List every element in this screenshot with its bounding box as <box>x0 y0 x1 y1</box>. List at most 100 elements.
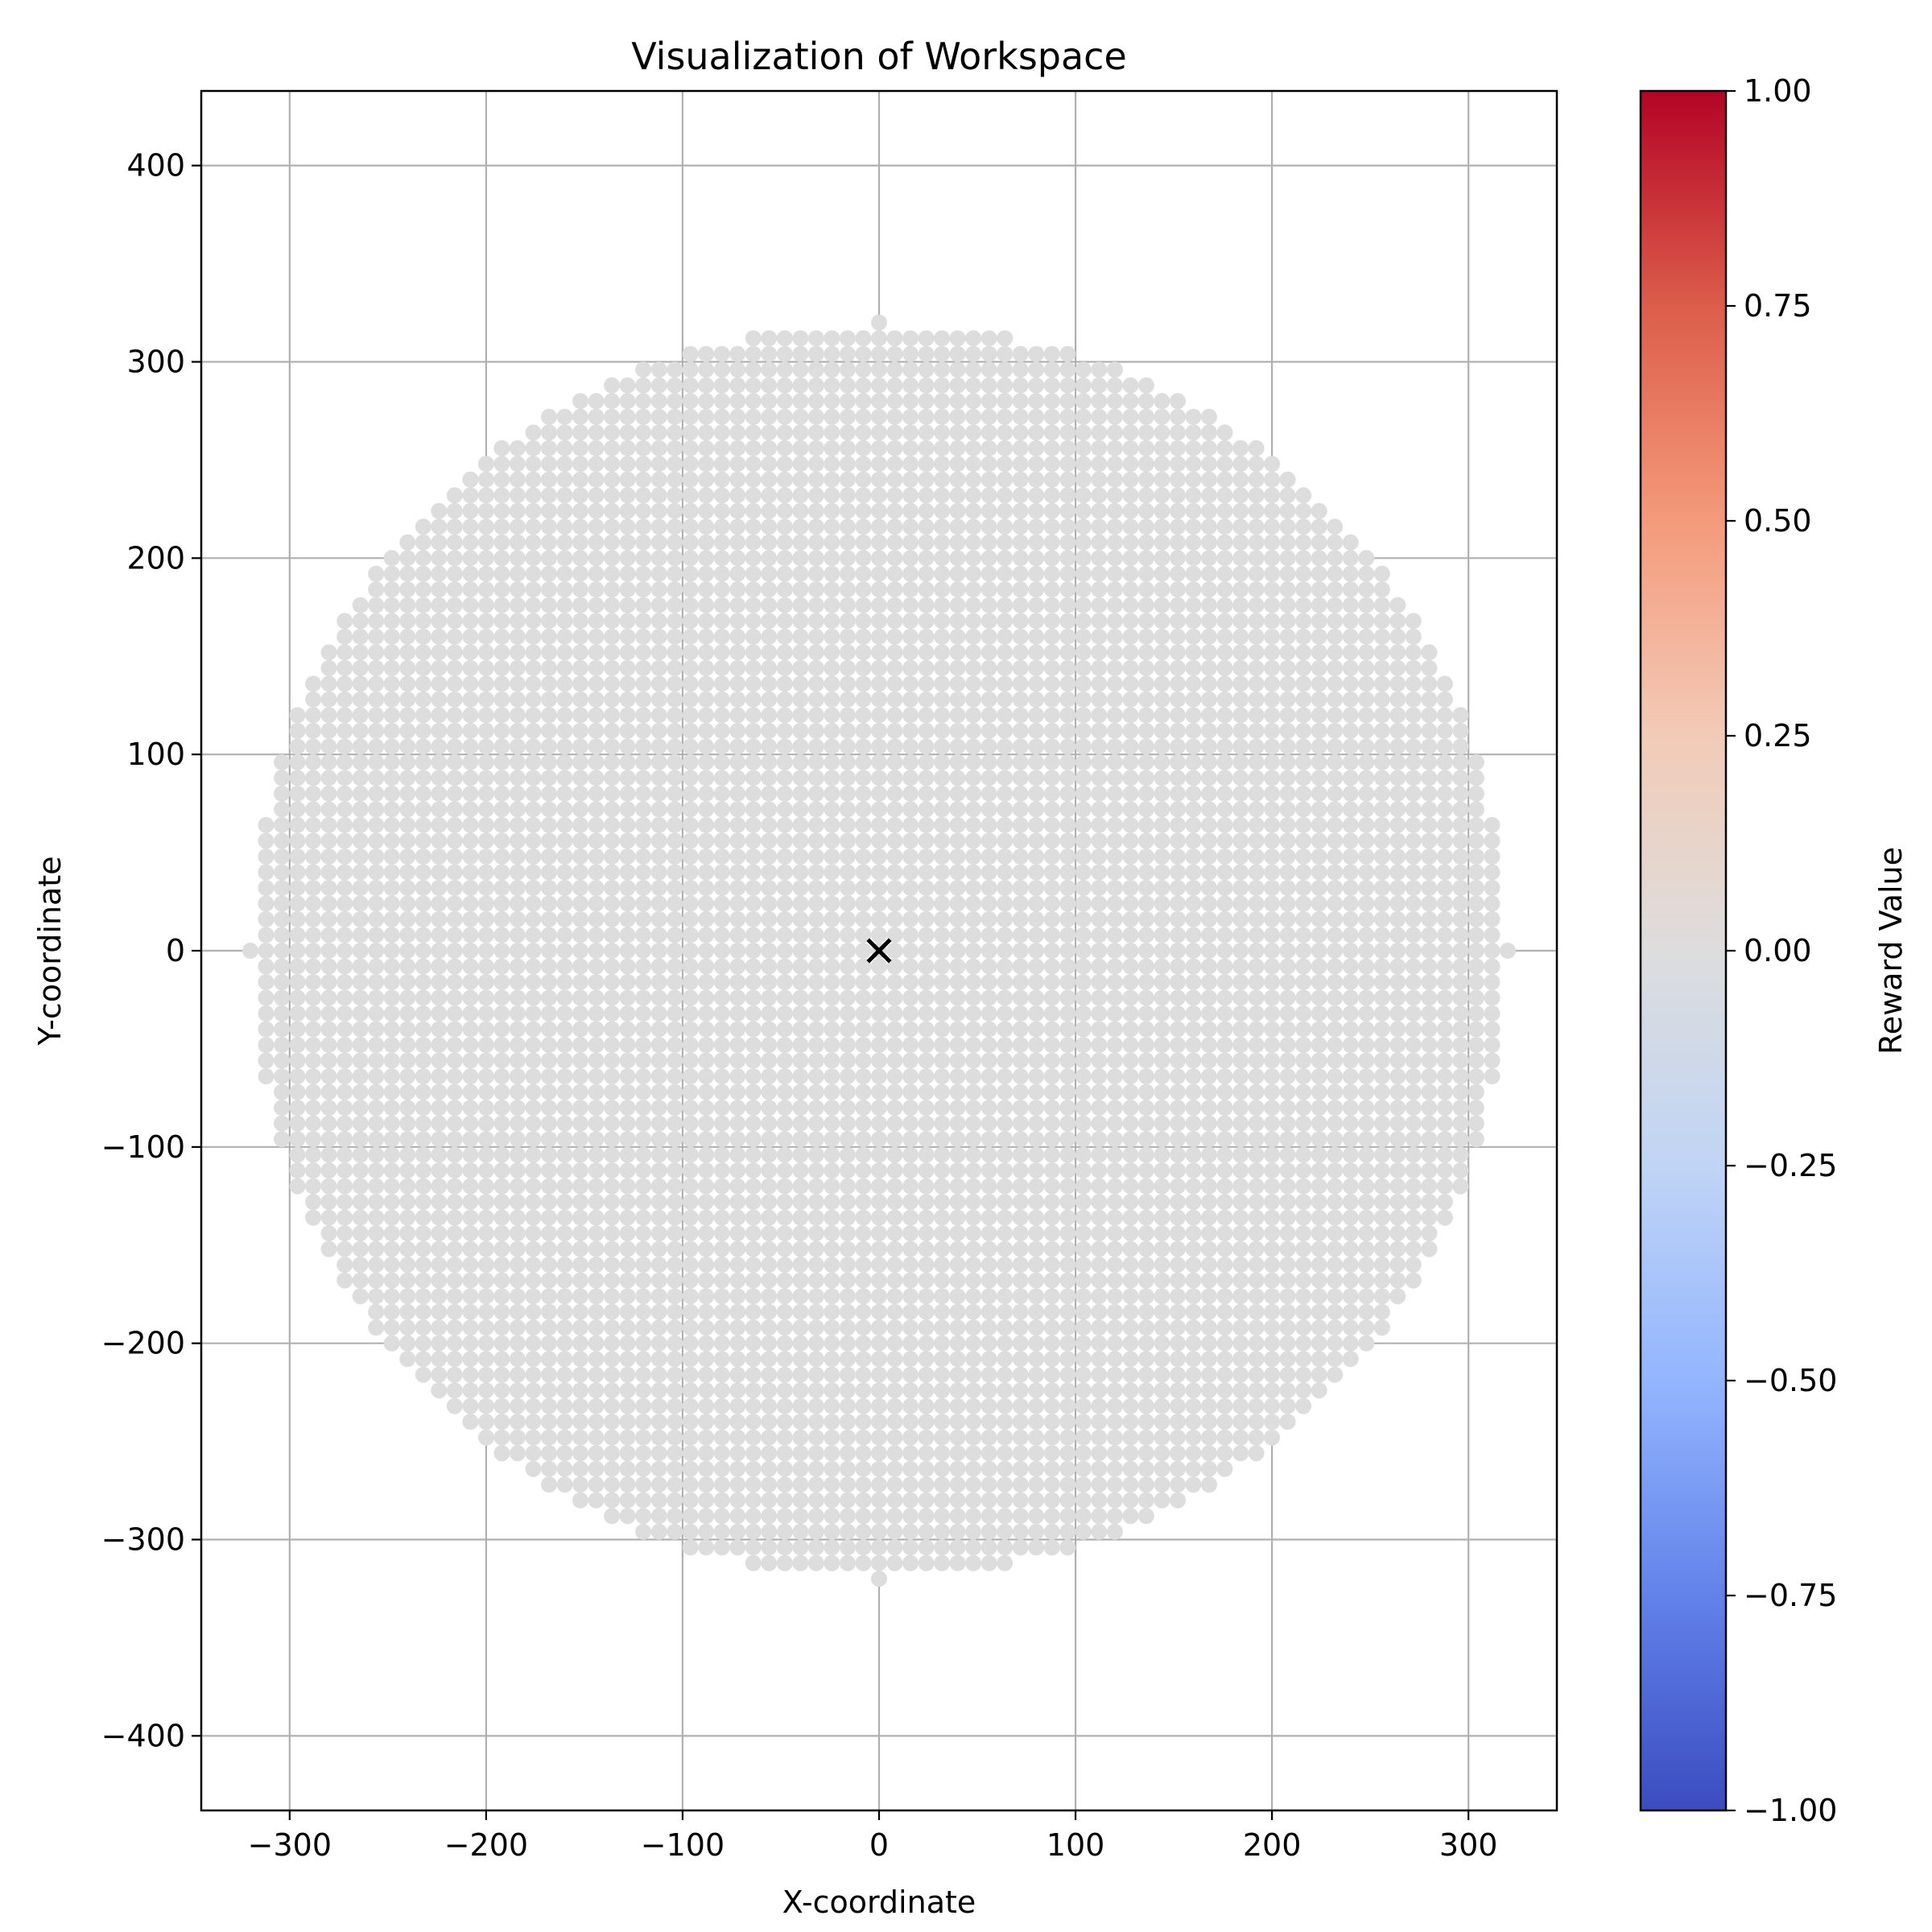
workspace-point <box>824 1539 840 1556</box>
workspace-point <box>807 1288 824 1305</box>
workspace-point <box>1264 816 1281 833</box>
workspace-point <box>320 989 337 1006</box>
workspace-point <box>383 1162 400 1179</box>
workspace-point <box>745 1272 762 1289</box>
workspace-point <box>855 456 872 473</box>
workspace-point <box>1091 424 1108 441</box>
workspace-point <box>650 911 667 927</box>
workspace-point <box>446 1162 463 1179</box>
workspace-point <box>1201 989 1217 1006</box>
workspace-point <box>588 440 605 456</box>
workspace-point <box>541 1335 557 1352</box>
workspace-point <box>1279 487 1296 504</box>
workspace-point <box>383 927 400 943</box>
workspace-point <box>918 738 935 755</box>
workspace-point <box>1170 1052 1186 1069</box>
workspace-point <box>682 1288 699 1305</box>
workspace-point <box>1295 1194 1312 1211</box>
workspace-point <box>1232 550 1249 567</box>
workspace-point <box>1201 659 1217 676</box>
workspace-point <box>1170 1241 1186 1257</box>
workspace-point <box>1216 1303 1233 1320</box>
workspace-point <box>824 1209 840 1226</box>
workspace-point <box>792 1178 809 1195</box>
workspace-point <box>289 1052 306 1069</box>
workspace-point <box>477 1382 494 1399</box>
workspace-point <box>918 848 935 865</box>
workspace-point <box>619 895 636 912</box>
workspace-point <box>1248 753 1265 770</box>
workspace-point <box>1436 1084 1453 1100</box>
workspace-point <box>1248 534 1265 551</box>
workspace-point <box>698 1319 715 1336</box>
workspace-point <box>383 816 400 833</box>
workspace-point <box>745 345 762 362</box>
workspace-point <box>807 1178 824 1195</box>
workspace-point <box>619 722 636 739</box>
workspace-point <box>1170 1021 1186 1038</box>
workspace-point <box>761 1539 778 1556</box>
workspace-point <box>1106 440 1123 456</box>
workspace-point <box>840 471 856 488</box>
workspace-point <box>682 1429 699 1446</box>
workspace-point <box>1201 770 1217 786</box>
workspace-point <box>320 880 337 896</box>
workspace-point <box>667 927 683 943</box>
workspace-point <box>1342 1100 1359 1117</box>
workspace-point <box>588 1476 605 1493</box>
workspace-point <box>509 565 526 582</box>
workspace-point <box>1091 1146 1108 1163</box>
workspace-point <box>368 1257 385 1274</box>
workspace-point <box>305 864 322 881</box>
workspace-point <box>698 502 715 519</box>
workspace-point <box>886 832 903 849</box>
workspace-point <box>949 1100 966 1117</box>
workspace-point <box>1342 864 1359 881</box>
workspace-point <box>493 1414 510 1430</box>
workspace-point <box>1248 1445 1265 1462</box>
workspace-point <box>871 1131 887 1148</box>
workspace-point <box>1232 722 1249 739</box>
workspace-point <box>1170 958 1186 975</box>
workspace-point <box>871 989 887 1006</box>
workspace-point <box>855 864 872 881</box>
workspace-point <box>525 1194 542 1211</box>
workspace-point <box>635 1272 652 1289</box>
workspace-point <box>1232 691 1249 708</box>
workspace-point <box>556 832 573 849</box>
workspace-point <box>446 943 463 959</box>
workspace-point <box>604 1288 621 1305</box>
workspace-point <box>1154 1068 1170 1085</box>
workspace-point <box>1311 550 1327 567</box>
workspace-point <box>1122 1303 1139 1320</box>
workspace-point <box>902 1554 919 1571</box>
workspace-point <box>1059 911 1076 927</box>
workspace-point <box>807 377 824 394</box>
workspace-point <box>446 1146 463 1163</box>
workspace-point <box>1185 691 1202 708</box>
workspace-point <box>446 1366 463 1383</box>
workspace-point <box>493 1429 510 1446</box>
workspace-point <box>274 1115 291 1132</box>
workspace-point <box>902 440 919 456</box>
workspace-point <box>1012 1005 1029 1022</box>
workspace-point <box>1358 628 1375 645</box>
workspace-point <box>840 1037 856 1053</box>
workspace-point <box>1137 880 1154 896</box>
workspace-point <box>305 785 322 802</box>
workspace-point <box>745 1508 762 1525</box>
workspace-point <box>1216 1241 1233 1257</box>
workspace-point <box>729 1225 746 1242</box>
workspace-point <box>776 1225 793 1242</box>
workspace-point <box>1405 927 1422 943</box>
workspace-point <box>745 864 762 881</box>
workspace-point <box>446 502 463 519</box>
workspace-point <box>713 659 730 676</box>
workspace-point <box>588 408 605 425</box>
workspace-point <box>949 534 966 551</box>
workspace-point <box>871 1146 887 1163</box>
workspace-point <box>667 1414 683 1430</box>
workspace-point <box>650 1351 667 1368</box>
workspace-point <box>650 424 667 441</box>
workspace-point <box>902 1429 919 1446</box>
